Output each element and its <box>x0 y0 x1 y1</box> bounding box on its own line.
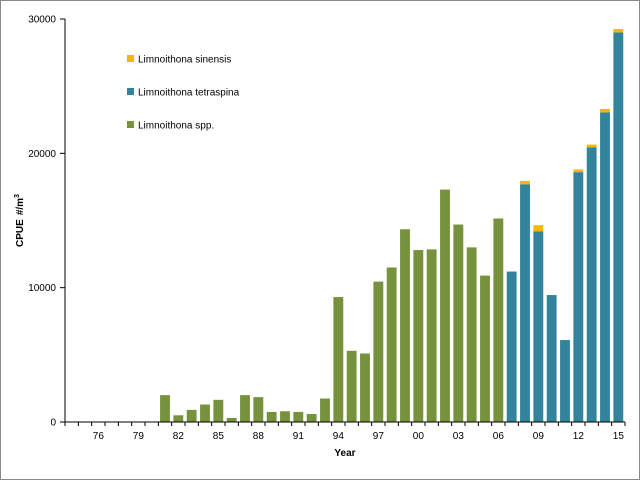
bar-86-series-0 <box>226 417 237 422</box>
bar-94-series-0 <box>333 297 344 422</box>
bar-95-series-0 <box>346 350 357 422</box>
x-tick-label: 06 <box>493 431 505 442</box>
bar-00-series-0 <box>413 250 424 422</box>
bar-15-series-2 <box>613 29 624 33</box>
bar-03-series-0 <box>453 224 464 422</box>
y-axis-title-sup: 3 <box>14 194 21 198</box>
legend-label: Limnoithona tetraspina <box>138 88 240 99</box>
bar-99-series-0 <box>400 229 410 422</box>
bar-13-series-1 <box>586 147 597 423</box>
legend-label: Limnoithona spp. <box>138 121 214 132</box>
bar-89-series-0 <box>266 411 277 422</box>
y-axis-title: CPUE #/m3 <box>14 194 26 247</box>
bar-90-series-0 <box>280 411 290 422</box>
x-tick-label: 00 <box>413 431 425 442</box>
bar-97-series-0 <box>373 281 384 422</box>
x-tick-label: 94 <box>333 431 345 442</box>
x-tick-label: 85 <box>213 431 225 442</box>
bar-96-series-0 <box>360 353 370 422</box>
x-ticks: 76 79 82 85 88 91 94 97 00 03 06 09 12 15 <box>64 422 626 442</box>
bar-04-series-0 <box>466 247 477 422</box>
legend: Limnoithona sinensis Limnoithona tetraspi… <box>127 55 240 132</box>
bar-85-series-0 <box>213 399 224 422</box>
bar-12-series-2 <box>573 169 584 173</box>
bar-93-series-0 <box>320 398 330 422</box>
x-tick-label: 97 <box>373 431 385 442</box>
bar-01-series-0 <box>426 249 437 422</box>
bar-92-series-0 <box>306 413 317 422</box>
x-tick-label: 15 <box>613 431 625 442</box>
bar-13-series-2 <box>586 144 597 148</box>
bar-15-series-1 <box>613 32 624 423</box>
y-axis-title-unit: #/m <box>15 198 26 215</box>
x-axis-title: Year <box>334 448 355 459</box>
bar-88-series-0 <box>253 397 264 422</box>
x-tick-label: 79 <box>133 431 145 442</box>
bar-84-series-0 <box>200 404 210 422</box>
bar-81-series-0 <box>160 395 170 422</box>
bar-02-series-0 <box>440 189 450 422</box>
x-tick-label: 03 <box>453 431 465 442</box>
bar-06-series-0 <box>493 218 504 422</box>
bars-layer <box>160 29 624 423</box>
bar-09-series-1 <box>533 231 544 422</box>
bar-14-series-1 <box>600 112 610 423</box>
x-tick-label: 12 <box>573 431 585 442</box>
bar-07-series-1 <box>506 271 517 422</box>
bar-09-series-2 <box>533 225 544 232</box>
x-tick-label: 76 <box>93 431 105 442</box>
bar-10-series-1 <box>546 295 557 422</box>
x-tick-label: 88 <box>253 431 265 442</box>
bar-08-series-1 <box>520 184 530 422</box>
legend-label: Limnoithona sinensis <box>138 55 231 66</box>
bar-91-series-0 <box>293 411 304 422</box>
y-axis-title-main: CPUE <box>15 219 26 247</box>
bar-82-series-0 <box>173 415 184 422</box>
bar-05-series-0 <box>480 275 490 422</box>
legend-swatch <box>127 88 134 95</box>
bar-11-series-1 <box>560 340 570 422</box>
x-tick-label: 09 <box>533 431 545 442</box>
y-tick-label: 0 <box>50 418 56 429</box>
y-tick-label: 10000 <box>28 283 56 294</box>
legend-swatch <box>127 55 134 62</box>
x-tick-label: 82 <box>173 431 185 442</box>
legend-swatch <box>127 121 134 128</box>
y-tick-label: 30000 <box>28 15 56 26</box>
y-ticks: 0 10000 20000 30000 <box>28 15 65 429</box>
x-tick-label: 91 <box>293 431 305 442</box>
bar-83-series-0 <box>186 409 197 422</box>
bar-87-series-0 <box>240 395 250 422</box>
bar-08-series-2 <box>520 180 530 185</box>
bar-12-series-1 <box>573 172 584 422</box>
bar-14-series-2 <box>600 109 610 113</box>
bar-98-series-0 <box>386 267 397 422</box>
y-tick-label: 20000 <box>28 149 56 160</box>
